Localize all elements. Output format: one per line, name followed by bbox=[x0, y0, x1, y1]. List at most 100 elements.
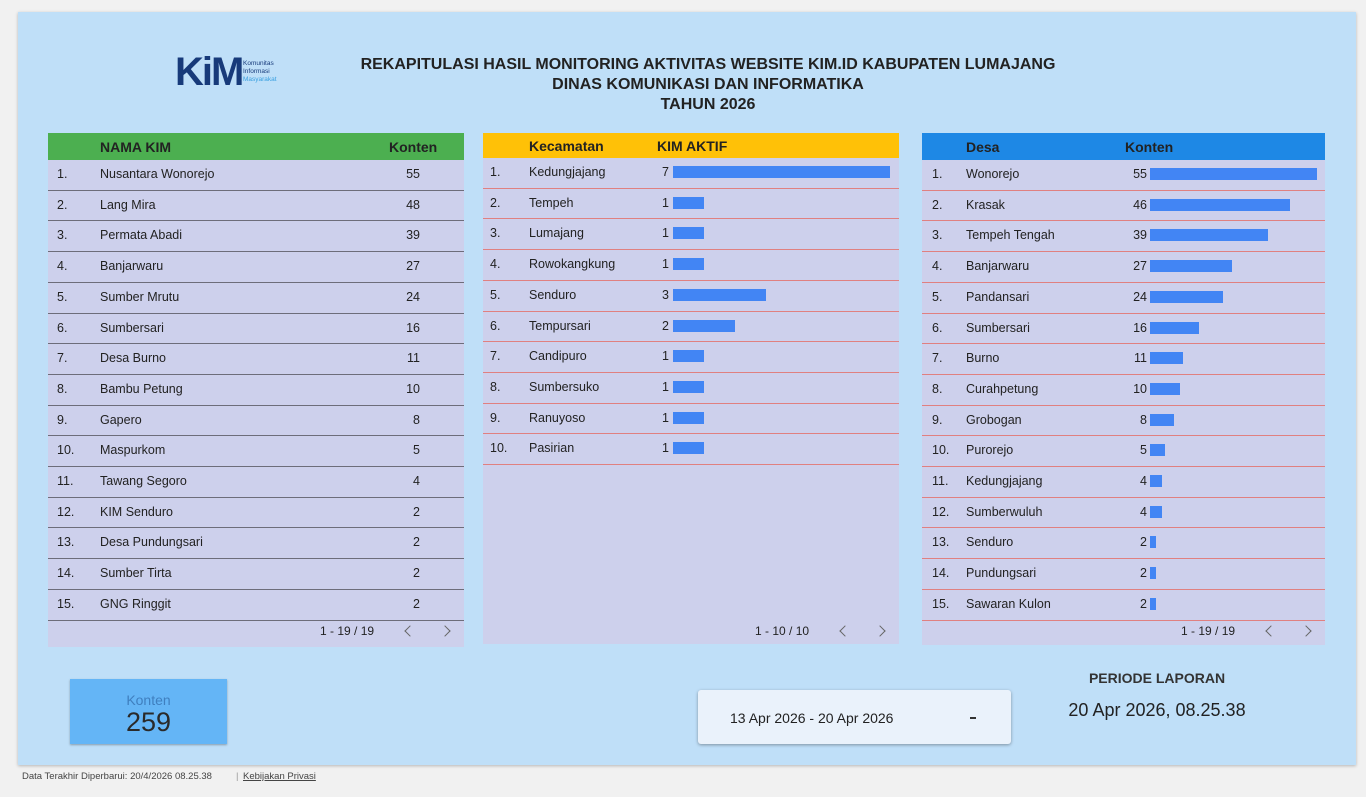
value-bar bbox=[1150, 321, 1199, 334]
row-separator bbox=[48, 435, 464, 437]
row-number: 8. bbox=[490, 379, 501, 394]
row-name: Candipuro bbox=[529, 349, 587, 364]
row-number: 10. bbox=[57, 443, 75, 458]
row-number: 3. bbox=[932, 228, 943, 243]
row-value: 8 bbox=[413, 412, 420, 427]
row-separator bbox=[922, 466, 1325, 467]
row-value: 11 bbox=[407, 351, 420, 366]
row-number: 9. bbox=[490, 410, 501, 425]
row-separator bbox=[48, 251, 464, 253]
row-separator bbox=[922, 588, 1325, 590]
row-number: 4. bbox=[490, 257, 501, 272]
column-header[interactable]: Konten bbox=[1125, 138, 1174, 155]
value-bar bbox=[1150, 198, 1290, 211]
value-bar bbox=[1150, 413, 1175, 426]
row-number: 9. bbox=[932, 412, 943, 427]
row-separator bbox=[48, 527, 464, 529]
row-separator bbox=[48, 281, 464, 283]
row-value: 2 bbox=[1140, 535, 1147, 550]
row-name: Pasirian bbox=[529, 441, 575, 456]
row-name: KIM Senduro bbox=[100, 504, 173, 519]
footer-divider: | bbox=[236, 771, 239, 782]
row-number: 12. bbox=[57, 504, 75, 519]
value-bar bbox=[1150, 536, 1157, 549]
prev-page[interactable] bbox=[404, 625, 416, 637]
row-separator bbox=[922, 404, 1325, 406]
date-range-control[interactable]: 13 Apr 2026 - 20 Apr 2026 bbox=[698, 690, 1011, 744]
row-number: 10. bbox=[932, 443, 950, 458]
row-name: Lang Mira bbox=[100, 197, 156, 212]
row-separator bbox=[922, 619, 1325, 621]
row-separator bbox=[483, 402, 899, 404]
dropdown-icon[interactable] bbox=[970, 717, 976, 719]
period-value: 20 Apr 2026, 08.25.38 bbox=[1068, 700, 1246, 720]
row-separator bbox=[483, 310, 899, 312]
logo-text: Komunitas Informasi Masyarakat bbox=[243, 60, 277, 84]
row-separator bbox=[48, 588, 464, 590]
row-separator bbox=[922, 251, 1325, 253]
column-header[interactable]: Kecamatan bbox=[529, 137, 604, 154]
value-bar bbox=[673, 166, 890, 178]
row-value: 2 bbox=[413, 535, 420, 550]
row-separator bbox=[922, 373, 1325, 375]
row-name: Kedungjajang bbox=[966, 474, 1043, 488]
next-page[interactable] bbox=[439, 625, 451, 637]
row-number: 2. bbox=[490, 195, 501, 210]
next-page[interactable] bbox=[874, 625, 886, 637]
value-bar bbox=[673, 288, 766, 301]
row-value: 8 bbox=[1140, 412, 1147, 427]
row-name: Banjarwaru bbox=[966, 259, 1030, 274]
value-bar bbox=[673, 258, 704, 271]
row-name: Sumbersuko bbox=[529, 379, 600, 394]
value-bar bbox=[673, 350, 704, 363]
row-separator bbox=[48, 404, 464, 406]
row-name: Gapero bbox=[100, 412, 142, 427]
row-separator bbox=[48, 189, 464, 191]
row-name: Desa Burno bbox=[100, 351, 167, 366]
row-separator bbox=[48, 220, 464, 222]
column-header[interactable]: NAMA KIM bbox=[100, 138, 172, 155]
row-value: 4 bbox=[413, 474, 420, 488]
title-line: REKAPITULASI HASIL MONITORING AKTIVITAS … bbox=[360, 56, 1056, 73]
row-number: 13. bbox=[57, 535, 75, 550]
row-number: 3. bbox=[57, 228, 68, 243]
value-bar bbox=[1150, 567, 1157, 580]
row-value: 2 bbox=[413, 566, 420, 581]
row-name: Rowokangkung bbox=[529, 257, 616, 272]
row-separator bbox=[483, 433, 899, 435]
row-value: 1 bbox=[662, 379, 669, 394]
value-bar bbox=[673, 319, 735, 332]
privacy-link[interactable]: Kebijakan Privasi bbox=[243, 771, 316, 782]
row-value: 24 bbox=[406, 289, 420, 304]
row-value: 27 bbox=[406, 259, 420, 274]
row-number: 7. bbox=[932, 351, 943, 366]
value-bar bbox=[1150, 475, 1163, 487]
row-number: 5. bbox=[490, 287, 501, 302]
column-header[interactable]: Desa bbox=[966, 138, 1000, 155]
prev-page[interactable] bbox=[839, 625, 851, 637]
table: NAMA KIM Konten 1. Nusantara Wonorejo 55 2. La… bbox=[48, 133, 464, 647]
row-value: 16 bbox=[1133, 320, 1147, 335]
column-header[interactable]: KIM AKTIF bbox=[657, 137, 728, 154]
row-name: Purorejo bbox=[966, 443, 1014, 458]
value-bar bbox=[673, 196, 704, 209]
row-name: Lumajang bbox=[529, 226, 584, 241]
table-header-bg bbox=[922, 133, 1325, 160]
row-name: Sawaran Kulon bbox=[966, 596, 1051, 611]
prev-page[interactable] bbox=[1265, 625, 1277, 637]
row-number: 11. bbox=[932, 474, 949, 488]
value-bar bbox=[1150, 444, 1166, 457]
row-name: Sumbersari bbox=[100, 320, 164, 335]
title-line: DINAS KOMUNIKASI DAN INFORMATIKA bbox=[552, 76, 864, 93]
row-value: 5 bbox=[1140, 443, 1147, 458]
next-page[interactable] bbox=[1300, 625, 1312, 637]
row-number: 9. bbox=[57, 412, 68, 427]
row-value: 7 bbox=[662, 165, 669, 179]
date-range-text: 13 Apr 2026 - 20 Apr 2026 bbox=[730, 710, 894, 726]
column-header[interactable]: Konten bbox=[389, 138, 438, 155]
row-separator bbox=[48, 343, 464, 345]
value-bar bbox=[1150, 352, 1184, 365]
row-value: 24 bbox=[1133, 289, 1147, 304]
row-name: Kedungjajang bbox=[529, 165, 606, 179]
row-name: Pandansari bbox=[966, 289, 1030, 304]
